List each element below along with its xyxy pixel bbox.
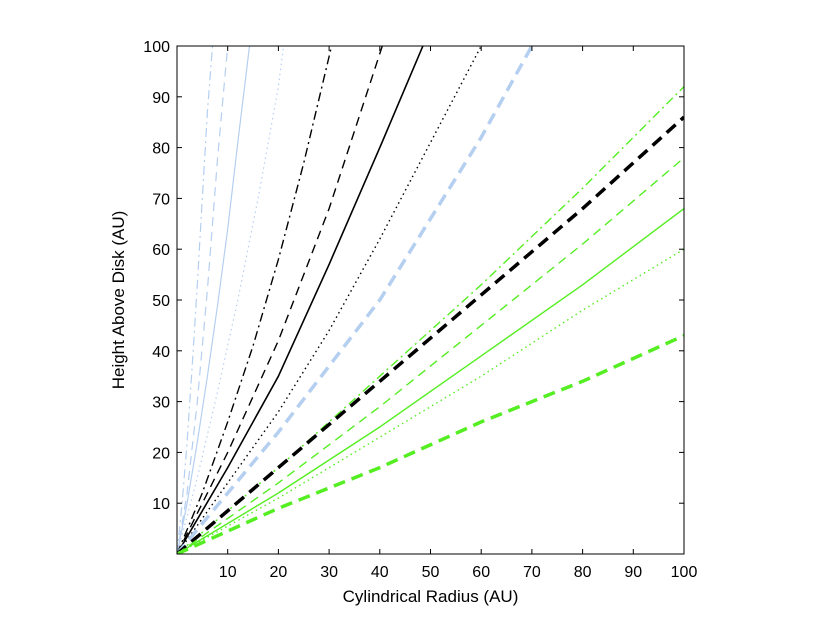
series-line-6 <box>177 46 383 554</box>
x-tick-label: 40 <box>371 564 389 581</box>
series-line-9 <box>177 46 534 554</box>
x-tick-label: 10 <box>219 564 237 581</box>
x-tick-label: 60 <box>472 564 490 581</box>
y-tick-label: 80 <box>152 141 170 158</box>
series-line-12 <box>177 157 684 554</box>
series-line-11 <box>177 115 684 554</box>
y-tick-label: 20 <box>152 445 170 462</box>
y-tick-label: 70 <box>152 191 170 208</box>
y-tick-label: 10 <box>152 496 170 513</box>
y-tick-label: 60 <box>152 242 170 259</box>
plot-frame <box>176 45 685 555</box>
x-tick-label: 90 <box>624 564 642 581</box>
y-tick-label: 90 <box>152 90 170 107</box>
series-line-1 <box>177 46 214 554</box>
y-axis-label: Height Above Disk (AU) <box>109 211 128 390</box>
x-tick-label: 50 <box>422 564 440 581</box>
series-line-7 <box>177 46 424 554</box>
series-line-13 <box>177 208 684 554</box>
series-line-2 <box>177 46 229 554</box>
series-line-10 <box>177 86 684 554</box>
y-tick-label: 40 <box>152 344 170 361</box>
series-line-15 <box>177 334 684 554</box>
y-tick-label: 30 <box>152 395 170 412</box>
series-layer <box>177 46 684 554</box>
x-tick-label: 80 <box>574 564 592 581</box>
series-line-3 <box>177 46 251 554</box>
x-tick-label: 30 <box>320 564 338 581</box>
series-line-5 <box>177 46 333 554</box>
x-axis-label: Cylindrical Radius (AU) <box>343 587 519 606</box>
x-tick-label: 20 <box>270 564 288 581</box>
y-tick-label: 50 <box>152 293 170 310</box>
x-tick-label: 70 <box>523 564 541 581</box>
x-tick-label: 100 <box>671 564 698 581</box>
series-line-4 <box>177 46 285 554</box>
ticks-layer: 10 20 30 40 50 60 70 80 90 100 10 20 30 40 50 60 70 80 90 1… <box>143 39 697 581</box>
series-line-14 <box>177 248 684 554</box>
y-tick-label: 100 <box>143 39 170 56</box>
